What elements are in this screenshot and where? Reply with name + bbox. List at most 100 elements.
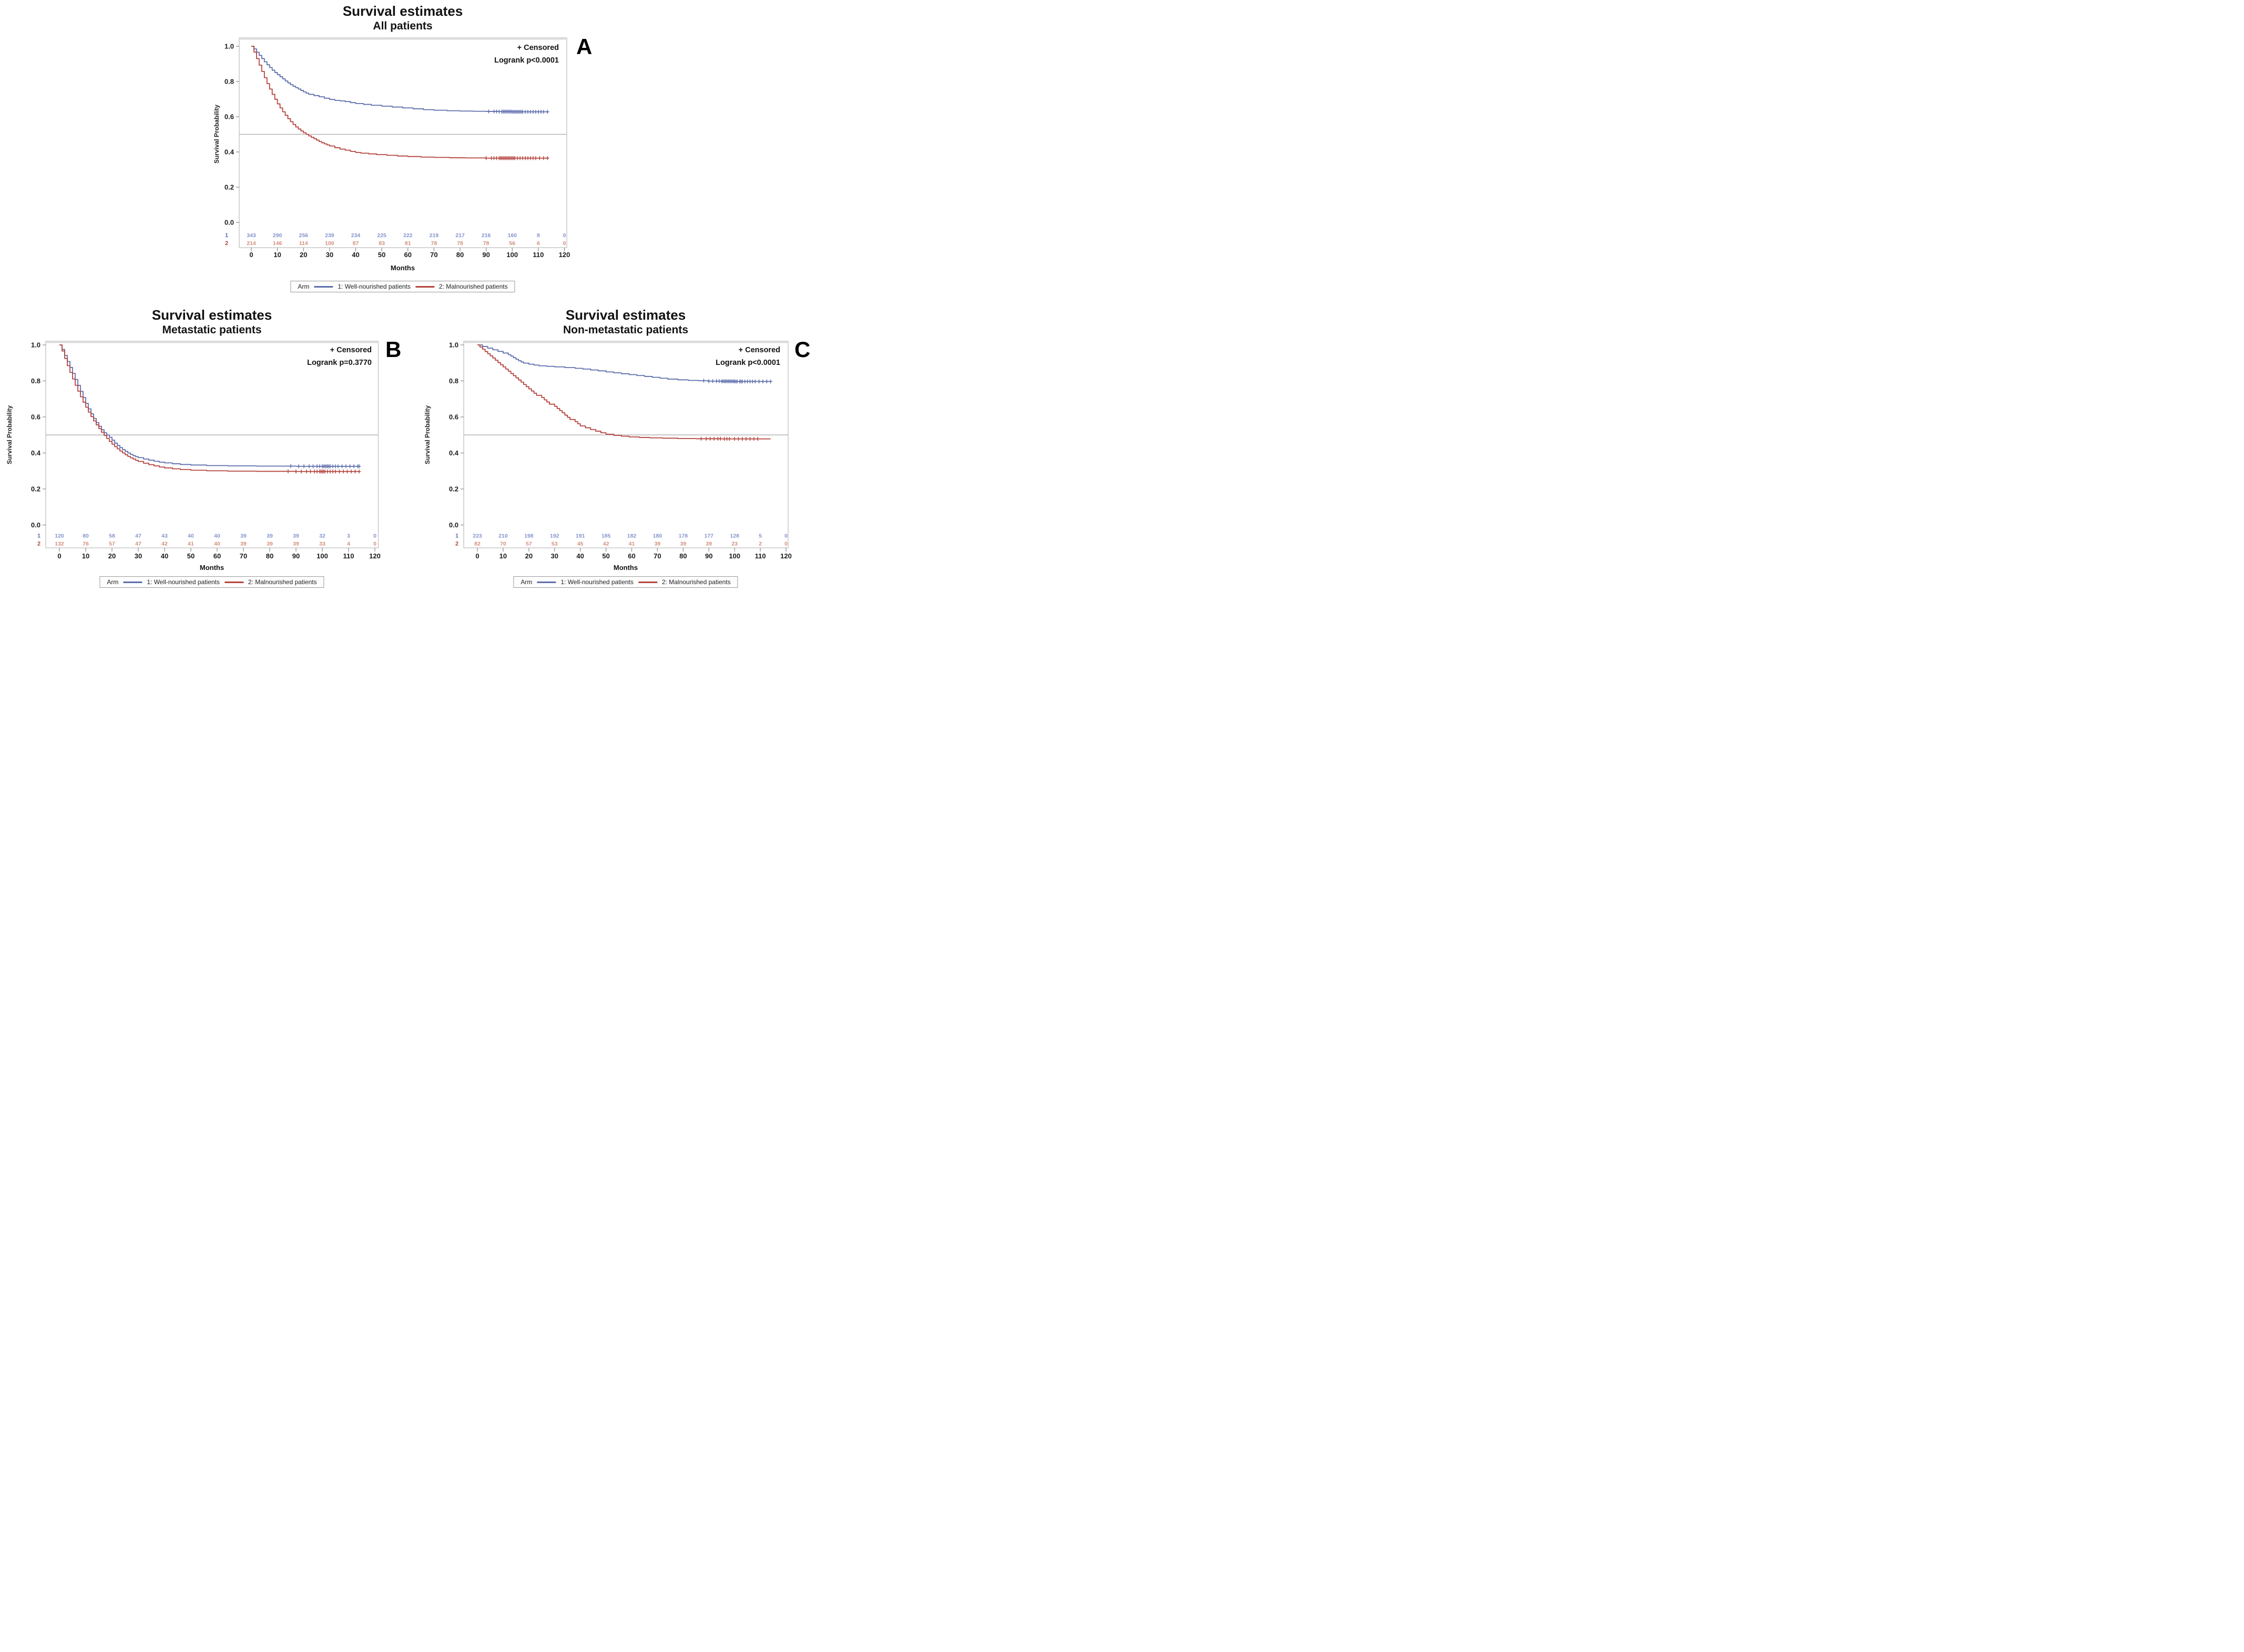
panel-a-legend: Arm 1: Well-nourished patients 2: Malnou… <box>290 281 515 292</box>
risk-count: 78 <box>483 240 489 247</box>
censor-marks-arm1 <box>702 379 772 384</box>
risk-count: 47 <box>135 533 141 539</box>
x-tick-label: 110 <box>755 552 766 560</box>
y-tick-label: 1.0 <box>449 341 458 349</box>
risk-count: 225 <box>377 232 386 239</box>
km-figure: 1.0 0.8 0.6 0.4 0.2 0.0 0 10 20 30 40 50 60 70 80 90 100… <box>0 0 813 599</box>
panel-c-letter: C <box>794 337 811 362</box>
x-tick-label: 90 <box>705 552 712 560</box>
y-tick-label: 0.0 <box>225 219 234 227</box>
risk-count: 0 <box>563 232 566 239</box>
risk-count: 0 <box>563 240 566 247</box>
x-tick-label: 0 <box>249 251 253 259</box>
logrank-note: Logrank p<0.0001 <box>494 56 559 65</box>
legend-title: Arm <box>298 283 310 290</box>
x-tick-label: 10 <box>273 251 281 259</box>
risk-row-arm-label: 2 <box>37 541 40 547</box>
risk-row-arm-label: 1 <box>225 232 228 239</box>
panel-c-annotation: + Censored Logrank p<0.0001 <box>716 344 780 370</box>
x-tick-label: 90 <box>482 251 489 259</box>
y-tick-label: 0.2 <box>31 485 40 493</box>
y-tick-label: 0.6 <box>449 413 458 421</box>
legend-label-arm2: 2: Malnourished patients <box>661 578 731 586</box>
panel-c-xlabel: Months <box>613 564 638 572</box>
risk-count: 290 <box>273 232 282 239</box>
legend-line-arm1 <box>314 285 333 288</box>
censor-marks-arm1 <box>487 109 549 114</box>
risk-count: 180 <box>653 533 662 539</box>
risk-count: 70 <box>500 541 506 547</box>
risk-count: 5 <box>759 533 762 539</box>
risk-count: 87 <box>353 240 359 247</box>
legend-line-arm2 <box>415 285 434 288</box>
x-tick-label: 80 <box>679 552 687 560</box>
censor-marks-arm2 <box>484 156 549 160</box>
plot-box-top-shade <box>464 341 788 343</box>
risk-count: 41 <box>629 541 635 547</box>
x-tick-label: 30 <box>326 251 333 259</box>
risk-count: 191 <box>576 533 585 539</box>
plot-box <box>463 341 789 548</box>
panel-c-subtitle: Non-metastatic patients <box>563 324 689 336</box>
x-tick-label: 110 <box>533 251 544 259</box>
risk-count: 40 <box>214 533 220 539</box>
legend-label-arm1: 1: Well-nourished patients <box>147 578 220 586</box>
x-tick-label: 40 <box>576 552 584 560</box>
x-tick-label: 20 <box>300 251 307 259</box>
risk-count: 219 <box>430 232 439 239</box>
x-tick-label: 120 <box>369 552 381 560</box>
y-tick-label: 0.2 <box>225 183 234 191</box>
x-tick-label: 70 <box>240 552 247 560</box>
legend-line-arm1 <box>537 581 556 583</box>
risk-count: 39 <box>655 541 661 547</box>
x-tick-label: 90 <box>292 552 300 560</box>
x-tick-label: 70 <box>430 251 437 259</box>
risk-count: 0 <box>373 541 376 547</box>
x-tick-label: 60 <box>213 552 221 560</box>
x-tick-label: 0 <box>475 552 479 560</box>
plot-box-top-shade <box>239 38 567 40</box>
panel-a-xlabel: Months <box>390 264 415 272</box>
risk-count: 8 <box>537 232 540 239</box>
risk-count: 40 <box>188 533 194 539</box>
legend-line-arm2 <box>638 581 657 583</box>
risk-count: 78 <box>431 240 437 247</box>
risk-count: 100 <box>325 240 334 247</box>
y-tick-label: 1.0 <box>31 341 40 349</box>
x-tick-label: 50 <box>378 251 385 259</box>
risk-count: 43 <box>161 533 168 539</box>
risk-count: 198 <box>524 533 534 539</box>
logrank-note: Logrank p<0.0001 <box>716 358 780 367</box>
x-tick-label: 80 <box>266 552 273 560</box>
risk-count: 40 <box>214 541 220 547</box>
x-tick-label: 120 <box>780 552 792 560</box>
risk-count: 39 <box>706 541 712 547</box>
x-tick-label: 110 <box>343 552 354 560</box>
panel-b-letter: B <box>385 337 402 362</box>
y-tick-label: 0.8 <box>449 377 458 385</box>
risk-count: 182 <box>627 533 637 539</box>
panel-c-legend: Arm 1: Well-nourished patients 2: Malnou… <box>513 576 738 588</box>
panel-a-ylabel: Survival Probability <box>213 104 220 164</box>
risk-count: 82 <box>474 541 481 547</box>
risk-count: 39 <box>240 533 247 539</box>
risk-count: 45 <box>577 541 584 547</box>
y-tick-label: 0.6 <box>31 413 40 421</box>
legend-label-arm1: 1: Well-nourished patients <box>560 578 634 586</box>
x-tick-label: 120 <box>559 251 570 259</box>
y-tick-label: 0.8 <box>225 78 234 86</box>
risk-count: 39 <box>293 541 299 547</box>
risk-count: 39 <box>267 541 273 547</box>
panel-b-ylabel: Survival Probability <box>6 405 13 465</box>
risk-row-arm-label: 1 <box>455 533 458 539</box>
panel-b-xlabel: Months <box>199 564 225 572</box>
y-tick-label: 1.0 <box>225 43 234 50</box>
legend-title: Arm <box>107 578 119 586</box>
risk-count: 160 <box>507 232 517 239</box>
risk-count: 4 <box>347 541 350 547</box>
y-tick-label: 0.4 <box>31 449 41 457</box>
x-tick-label: 40 <box>352 251 359 259</box>
risk-row-arm-label: 1 <box>37 533 40 539</box>
plot-box <box>45 341 379 548</box>
risk-count: 76 <box>83 541 89 547</box>
